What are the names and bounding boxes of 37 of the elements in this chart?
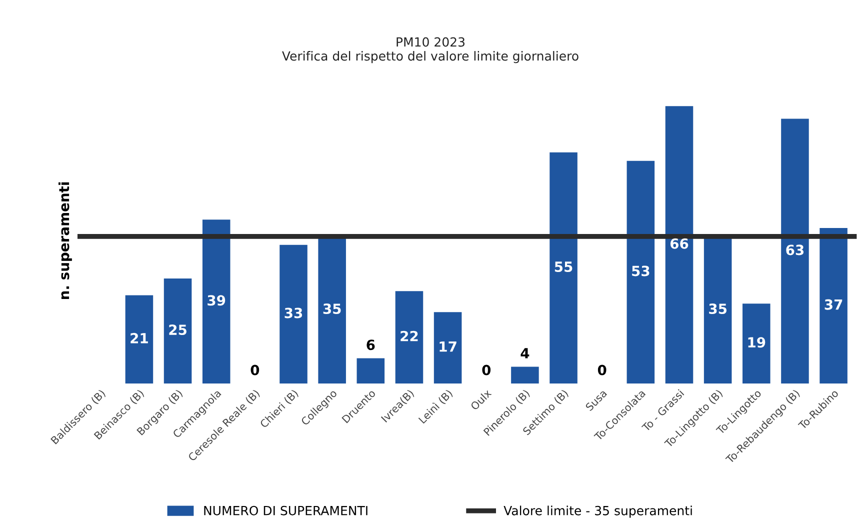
data-label: 4 <box>520 348 530 358</box>
data-label: 17 <box>440 342 456 352</box>
data-label: 25 <box>169 324 186 336</box>
bar <box>820 228 848 384</box>
data-label: 35 <box>323 304 341 314</box>
bar <box>626 160 655 384</box>
bar <box>434 312 462 384</box>
bar <box>742 304 770 384</box>
data-label: 63 <box>786 244 804 256</box>
bar <box>665 106 694 384</box>
data-label: 22 <box>400 330 418 342</box>
y-axis-title: n. superamenti <box>58 182 72 299</box>
bar <box>395 291 424 384</box>
data-label: 21 <box>130 332 148 344</box>
data-label: 33 <box>284 308 302 318</box>
data-label: 55 <box>554 262 572 272</box>
bar <box>511 366 539 384</box>
data-label: 66 <box>670 238 688 249</box>
bar <box>550 152 578 384</box>
data-label: 0 <box>598 364 606 376</box>
bar <box>280 244 308 384</box>
bar <box>781 118 809 384</box>
legend-label: Valore limite - 35 superamenti <box>504 506 692 518</box>
data-label: 0 <box>250 364 260 376</box>
bar <box>356 358 385 384</box>
data-label: 0 <box>482 364 491 376</box>
data-label: 19 <box>748 337 766 348</box>
data-label: 35 <box>709 304 727 314</box>
data-label: 39 <box>208 295 226 306</box>
bar <box>202 220 230 384</box>
chart-title: PM10 2023 Verifica del rispetto del valore limite giornaliero <box>282 37 578 64</box>
data-label: 37 <box>824 299 842 310</box>
data-label: 6 <box>366 340 375 350</box>
bar <box>164 278 192 384</box>
data-label: 53 <box>632 266 650 276</box>
bar <box>125 295 154 384</box>
legend-label: NUMERO DI SUPERAMENTI <box>204 506 368 516</box>
